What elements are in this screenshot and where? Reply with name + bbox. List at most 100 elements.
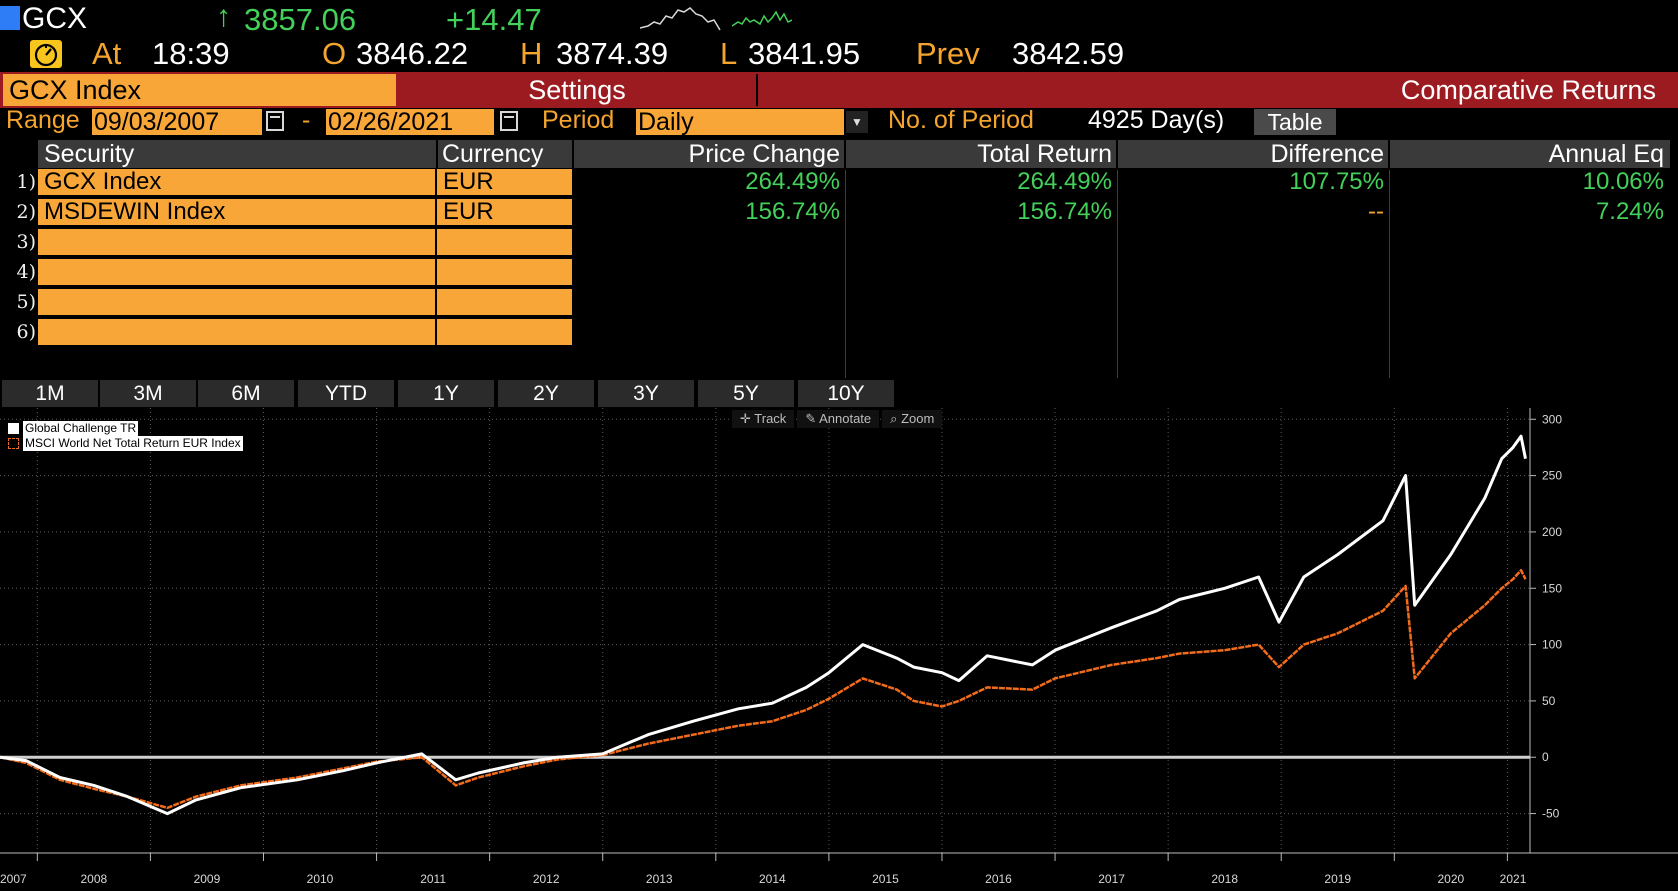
y-tick-label: 150: [1542, 581, 1562, 595]
end-date-field[interactable]: 02/26/2021: [326, 109, 494, 135]
y-tick-label: 200: [1542, 525, 1562, 539]
col-header-annual-eq[interactable]: Annual Eq: [1390, 140, 1670, 168]
col-header-currency: Currency: [438, 140, 572, 168]
x-tick-label: 2012: [533, 872, 560, 886]
annotate-tool[interactable]: ✎ Annotate: [797, 410, 880, 428]
security-cell-empty[interactable]: [38, 259, 435, 285]
row-number: 6): [16, 321, 36, 343]
currency-cell[interactable]: EUR: [437, 169, 572, 195]
chevron-down-icon[interactable]: ▼: [846, 111, 868, 133]
col-header-total-return[interactable]: Total Return: [846, 140, 1116, 168]
x-tick-label: 2010: [307, 872, 334, 886]
col-header-security: Security: [38, 140, 436, 168]
range-button-5y[interactable]: 5Y: [698, 380, 794, 407]
zoom-tool[interactable]: ⌕ Zoom: [882, 410, 943, 428]
security-color-marker: [0, 6, 20, 30]
chart-legend: Global Challenge TR MSCI World Net Total…: [8, 421, 243, 451]
row-number: 3): [16, 231, 36, 253]
range-label: Range: [6, 106, 80, 134]
table-button[interactable]: Table: [1254, 109, 1336, 135]
total-return-cell: 156.74%: [1017, 198, 1112, 225]
low-value: 3841.95: [748, 36, 861, 71]
total-return-cell: 264.49%: [1017, 168, 1112, 195]
x-tick-label: 2008: [81, 872, 108, 886]
legend-item[interactable]: Global Challenge TR: [8, 421, 243, 436]
legend-swatch: [8, 423, 19, 434]
row-number: 2): [16, 201, 36, 223]
column-divider: [1389, 170, 1390, 378]
range-button-1y[interactable]: 1Y: [398, 380, 494, 407]
ticker-symbol[interactable]: GCX: [22, 2, 88, 35]
col-header-difference[interactable]: Difference: [1118, 140, 1388, 168]
at-label: At: [92, 36, 122, 71]
up-arrow-icon: ↑: [216, 0, 231, 33]
period-label: Period: [542, 106, 615, 134]
range-button-6m[interactable]: 6M: [198, 380, 294, 407]
currency-cell-empty[interactable]: [437, 259, 572, 285]
range-button-10y[interactable]: 10Y: [798, 380, 894, 407]
end-calendar-icon[interactable]: [500, 111, 518, 131]
volume-sparkline-icon: [732, 10, 792, 27]
range-button-3y[interactable]: 3Y: [598, 380, 694, 407]
currency-cell-empty[interactable]: [437, 319, 572, 345]
security-cell-empty[interactable]: [38, 229, 435, 255]
pencil-icon: ✎: [805, 411, 820, 426]
y-tick-label: 250: [1542, 469, 1562, 483]
open-label: O: [322, 36, 347, 71]
chart-toolbar: ✛ Track ✎ Annotate ⌕ Zoom: [732, 410, 945, 428]
col-header-price-change[interactable]: Price Change: [574, 140, 844, 168]
track-tool[interactable]: ✛ Track: [732, 410, 795, 428]
x-tick-label: 2016: [985, 872, 1012, 886]
ticker-header: GCX ↑ 3857.06 +14.47: [0, 0, 1678, 37]
y-tick-label: 100: [1542, 638, 1562, 652]
price-change-cell: 156.74%: [745, 198, 840, 225]
currency-cell[interactable]: EUR: [437, 199, 572, 225]
high-value: 3874.39: [556, 36, 669, 71]
legend-label: Global Challenge TR: [23, 421, 139, 436]
period-select[interactable]: Daily: [636, 109, 844, 135]
range-button-ytd[interactable]: YTD: [298, 380, 394, 407]
low-label: L: [720, 36, 738, 71]
security-cell[interactable]: MSDEWIN Index: [38, 199, 435, 225]
y-tick-label: -50: [1542, 807, 1560, 821]
open-value: 3846.22: [356, 36, 469, 71]
intraday-sparkline-icon: [640, 7, 721, 31]
crosshair-icon: ✛: [740, 411, 755, 426]
range-button-2y[interactable]: 2Y: [498, 380, 594, 407]
annual-eq-cell: 10.06%: [1582, 168, 1664, 195]
range-button-3m[interactable]: 3M: [100, 380, 196, 407]
annual-eq-cell: 7.24%: [1595, 198, 1664, 225]
settings-tab[interactable]: Settings: [528, 75, 626, 105]
net-change: +14.47: [446, 2, 542, 37]
y-tick-label: 300: [1542, 412, 1562, 426]
price-change-cell: 264.49%: [745, 168, 840, 195]
difference-cell: --: [1368, 198, 1384, 225]
legend-swatch: [8, 438, 19, 449]
prev-value: 3842.59: [1012, 36, 1125, 71]
range-button-1m[interactable]: 1M: [2, 380, 98, 407]
start-date-field[interactable]: 09/03/2007: [92, 109, 262, 135]
gauge-icon[interactable]: [30, 40, 62, 68]
magnifier-icon: ⌕: [890, 411, 902, 426]
security-tab[interactable]: GCX Index: [3, 74, 396, 106]
security-cell-empty[interactable]: [38, 319, 435, 345]
y-tick-label: 50: [1542, 694, 1556, 708]
legend-item[interactable]: MSCI World Net Total Return EUR Index: [8, 436, 243, 451]
currency-cell-empty[interactable]: [437, 229, 572, 255]
x-tick-label: 2014: [759, 872, 786, 886]
start-calendar-icon[interactable]: [266, 111, 284, 131]
security-cell[interactable]: GCX Index: [38, 169, 435, 195]
comparative-returns-chart[interactable]: -50 0 50 100 150 200 250 300 2007 2008 2009 2010 201…: [0, 408, 1678, 891]
x-tick-label: 2019: [1324, 872, 1351, 886]
row-number: 1): [16, 171, 36, 193]
x-tick-label: 2018: [1211, 872, 1238, 886]
series-line-global-challenge: [0, 434, 1527, 816]
x-tick-label: 2013: [646, 872, 673, 886]
last-price: 3857.06: [244, 2, 357, 37]
security-cell-empty[interactable]: [38, 289, 435, 315]
function-title: Comparative Returns: [1400, 75, 1656, 105]
currency-cell-empty[interactable]: [437, 289, 572, 315]
x-tick-label: 2011: [420, 872, 446, 886]
row-number: 4): [16, 261, 36, 283]
x-tick-label: 2020: [1437, 872, 1464, 886]
